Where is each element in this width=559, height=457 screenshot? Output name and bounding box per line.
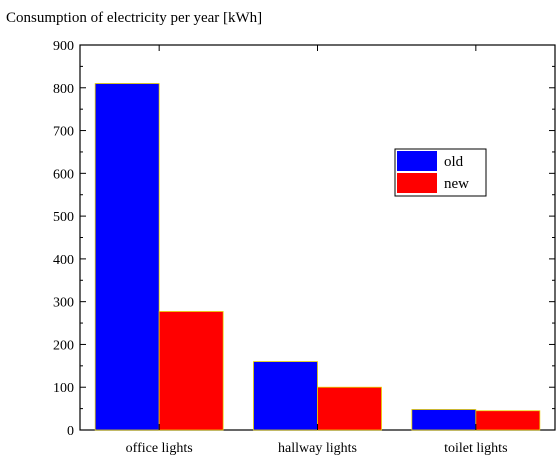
- chart-title: Consumption of electricity per year [kWh…: [6, 10, 262, 26]
- bar-old-office-lights: [94, 83, 160, 431]
- bar-new-office-lights: [158, 311, 224, 431]
- y-tick-label: 500: [53, 210, 74, 225]
- y-tick-label: 600: [53, 167, 74, 182]
- x-category-label: hallway lights: [278, 441, 357, 456]
- right-axis-ticks: [549, 44, 555, 431]
- y-tick-label: 400: [53, 253, 74, 268]
- bars: [94, 83, 541, 431]
- bar-new-hallway-lights: [317, 386, 382, 431]
- top-axis-ticks: [158, 45, 477, 51]
- bar-old-toilet-lights: [411, 409, 477, 431]
- y-tick-label: 900: [53, 39, 74, 54]
- y-tick-label: 100: [53, 381, 74, 396]
- bar-old-hallway-lights: [253, 361, 318, 431]
- legend-label-old: old: [444, 154, 464, 170]
- legend-label-new: new: [444, 176, 469, 192]
- legend-swatch-old: [397, 151, 437, 171]
- legend-swatch-new: [397, 173, 437, 193]
- y-tick-label: 0: [67, 424, 74, 439]
- y-tick-label: 800: [53, 82, 74, 97]
- y-tick-label: 700: [53, 125, 74, 140]
- x-category-label: toilet lights: [444, 441, 507, 456]
- legend: old new: [394, 148, 487, 197]
- x-axis: office lights hallway lights toilet lights: [126, 424, 508, 456]
- y-tick-label: 200: [53, 338, 74, 353]
- y-tick-label: 300: [53, 296, 74, 311]
- x-category-label: office lights: [126, 441, 193, 456]
- bar-new-toilet-lights: [475, 410, 541, 431]
- y-axis: 0 100 200 300 400 500 600 700 800 900: [53, 39, 86, 439]
